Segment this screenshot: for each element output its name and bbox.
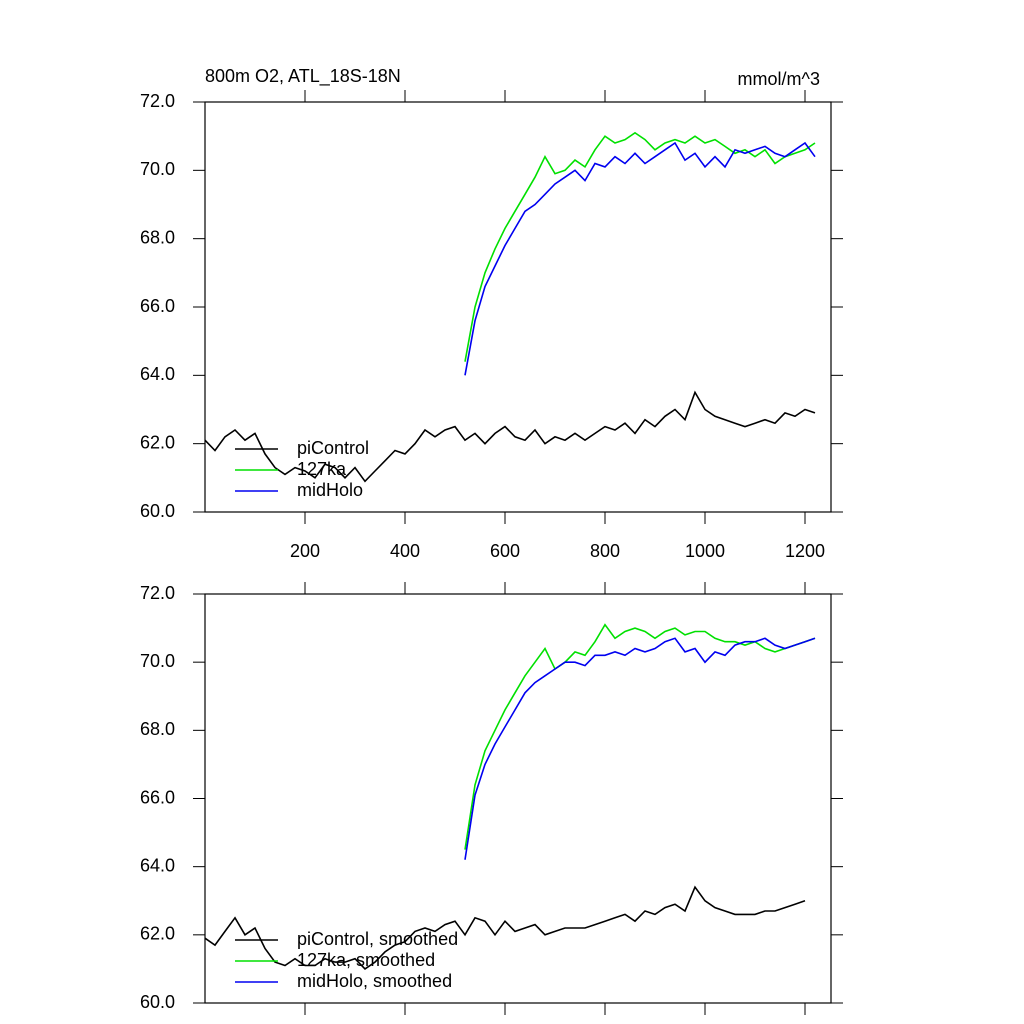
units-label: mmol/m^3 xyxy=(738,69,820,89)
y-tick-label: 68.0 xyxy=(140,227,175,247)
x-tick-label: 800 xyxy=(590,541,620,561)
legend-label: midHolo xyxy=(297,480,363,500)
legend-label: piControl xyxy=(297,438,369,458)
y-tick-label: 72.0 xyxy=(140,583,175,603)
x-tick-label: 400 xyxy=(390,541,420,561)
y-tick-label: 60.0 xyxy=(140,992,175,1012)
series-line xyxy=(204,885,806,970)
series-line xyxy=(464,637,816,860)
x-tick-label: 1000 xyxy=(685,541,725,561)
y-tick-label: 66.0 xyxy=(140,296,175,316)
legend-label: 127ka, smoothed xyxy=(297,950,435,970)
x-tick-label: 200 xyxy=(290,541,320,561)
x-tick-label: 600 xyxy=(490,541,520,561)
y-tick-label: 72.0 xyxy=(140,91,175,111)
series-line xyxy=(464,131,816,362)
series-line xyxy=(464,623,816,850)
y-tick-label: 64.0 xyxy=(140,364,175,384)
chart-title: 800m O2, ATL_18S-18N xyxy=(205,66,401,87)
y-tick-label: 66.0 xyxy=(140,787,175,807)
y-tick-label: 68.0 xyxy=(140,719,175,739)
y-tick-label: 70.0 xyxy=(140,159,175,179)
legend-label: piControl, smoothed xyxy=(297,929,458,949)
y-tick-label: 70.0 xyxy=(140,651,175,671)
y-tick-label: 60.0 xyxy=(140,501,175,521)
y-tick-label: 62.0 xyxy=(140,924,175,944)
legend-label: 127ka xyxy=(297,459,347,479)
legend-label: midHolo, smoothed xyxy=(297,971,452,991)
series-line xyxy=(204,390,816,483)
x-tick-label: 1200 xyxy=(785,541,825,561)
y-tick-label: 62.0 xyxy=(140,432,175,452)
series-line xyxy=(464,141,816,376)
y-tick-label: 64.0 xyxy=(140,855,175,875)
